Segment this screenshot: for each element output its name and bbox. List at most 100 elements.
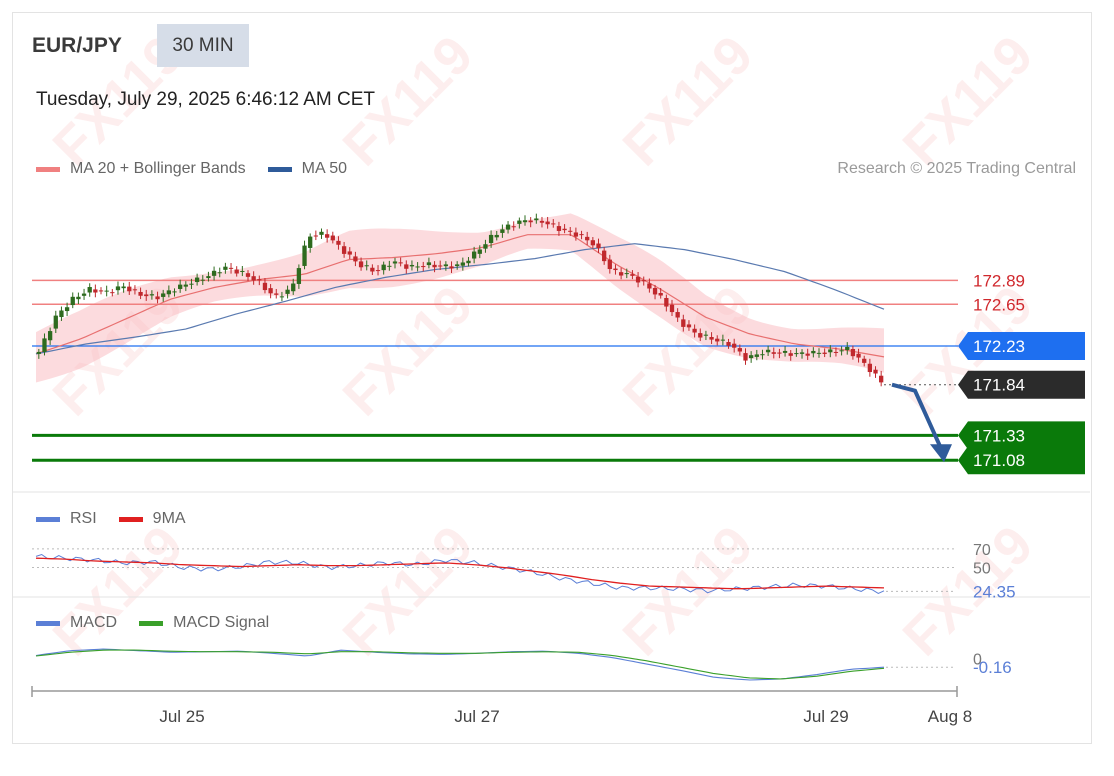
legend-rsi-label: RSI xyxy=(70,510,97,527)
candle-body xyxy=(228,267,234,269)
forecast-arrow xyxy=(891,382,942,448)
ma50-line xyxy=(35,243,885,355)
timeframe-badge[interactable]: 30 MIN xyxy=(157,24,249,67)
macd-value-label: -0.16 xyxy=(973,658,1012,677)
candle-body xyxy=(488,234,494,244)
candle-body xyxy=(93,289,98,293)
rsi-9ma-line xyxy=(35,557,885,590)
candle-body xyxy=(381,264,386,271)
candle-body xyxy=(319,231,324,235)
candle-body xyxy=(76,296,81,300)
candle-body xyxy=(828,349,833,353)
candle-body xyxy=(602,250,607,262)
legend-ma50-label: MA 50 xyxy=(301,160,348,177)
candle-body xyxy=(47,331,53,341)
candle-body xyxy=(698,333,703,338)
ma20-line xyxy=(35,234,885,358)
candle-body xyxy=(398,262,403,264)
candle-body xyxy=(245,273,251,277)
candle-body xyxy=(732,343,737,348)
rsi-legend: RSI 9MA xyxy=(36,510,186,528)
chart-card xyxy=(12,12,1092,744)
rsi-line xyxy=(35,553,885,594)
legend-swatch-ma20 xyxy=(36,166,60,172)
forecast-arrowhead xyxy=(930,444,952,463)
candle-body xyxy=(737,348,742,352)
candle-body xyxy=(426,262,432,266)
candle-body xyxy=(658,292,663,296)
candle-body xyxy=(285,289,290,294)
x-tick-label: Jul 27 xyxy=(454,707,499,726)
candle-body xyxy=(149,294,155,296)
candle-body xyxy=(517,220,522,224)
candle-body xyxy=(409,264,415,267)
level-label-172.23: 172.23 xyxy=(973,337,1025,356)
candle-body xyxy=(715,338,720,342)
candle-body xyxy=(743,353,748,361)
candle-body xyxy=(172,291,177,293)
candle-body xyxy=(562,228,567,231)
candle-body xyxy=(788,353,793,356)
macd-signal-line xyxy=(35,649,885,680)
candle-body xyxy=(811,350,816,354)
candle-body xyxy=(545,221,550,225)
candle-body xyxy=(178,284,183,289)
candle-body xyxy=(500,229,505,233)
candle-body xyxy=(64,307,70,312)
candle-body xyxy=(477,249,482,254)
instrument-title: EUR/JPY xyxy=(32,34,122,57)
candle-body xyxy=(144,294,149,297)
candle-body xyxy=(585,236,590,241)
candle-body xyxy=(336,240,341,245)
candle-body xyxy=(879,375,884,383)
candle-body xyxy=(805,353,810,356)
level-label-171.84: 171.84 xyxy=(973,376,1025,395)
candle-body xyxy=(794,353,799,355)
candle-body xyxy=(748,355,754,359)
candle-body xyxy=(850,348,856,357)
candle-body xyxy=(822,352,827,354)
candle-body xyxy=(59,310,64,318)
candle-body xyxy=(36,351,41,354)
level-label-172.65: 172.65 xyxy=(973,295,1025,314)
legend-swatch-macd xyxy=(36,620,60,626)
candle-body xyxy=(166,290,172,295)
candle-body xyxy=(296,268,302,284)
candle-body xyxy=(324,234,330,238)
legend-macd-signal-label: MACD Signal xyxy=(173,614,270,631)
candle-body xyxy=(471,251,477,259)
candle-body xyxy=(268,288,273,294)
candle-body xyxy=(466,260,471,264)
candle-body xyxy=(194,277,200,283)
macd-legend: MACD MACD Signal xyxy=(36,614,269,632)
candle-body xyxy=(528,220,533,223)
candle-body xyxy=(234,269,239,274)
legend-macd-label: MACD xyxy=(70,614,118,631)
candle-body xyxy=(375,270,381,272)
legend-ma20-label: MA 20 + Bollinger Bands xyxy=(70,160,246,177)
candle-body xyxy=(692,328,697,333)
timestamp: Tuesday, July 29, 2025 6:46:12 AM CET xyxy=(36,89,376,110)
candle-body xyxy=(845,346,850,350)
candle-body xyxy=(155,296,160,300)
candle-body xyxy=(782,350,788,353)
candle-body xyxy=(703,334,709,336)
rsi-value-label: 24.35 xyxy=(973,582,1016,601)
candle-body xyxy=(98,290,104,292)
candle-body xyxy=(138,291,143,296)
candle-body xyxy=(358,261,364,268)
candle-body xyxy=(511,226,516,228)
candle-body xyxy=(839,350,844,352)
candle-body xyxy=(240,270,245,272)
candle-body xyxy=(274,293,279,295)
candle-body xyxy=(799,352,805,354)
candle-body xyxy=(765,349,771,353)
candle-body xyxy=(760,354,765,356)
candle-body xyxy=(579,234,584,236)
x-tick-label: Jul 29 xyxy=(803,707,848,726)
x-tick-label: Jul 25 xyxy=(159,707,204,726)
level-tag-171.08 xyxy=(958,446,1085,475)
candle-body xyxy=(70,296,75,306)
candle-body xyxy=(200,279,205,281)
candle-body xyxy=(132,289,138,291)
